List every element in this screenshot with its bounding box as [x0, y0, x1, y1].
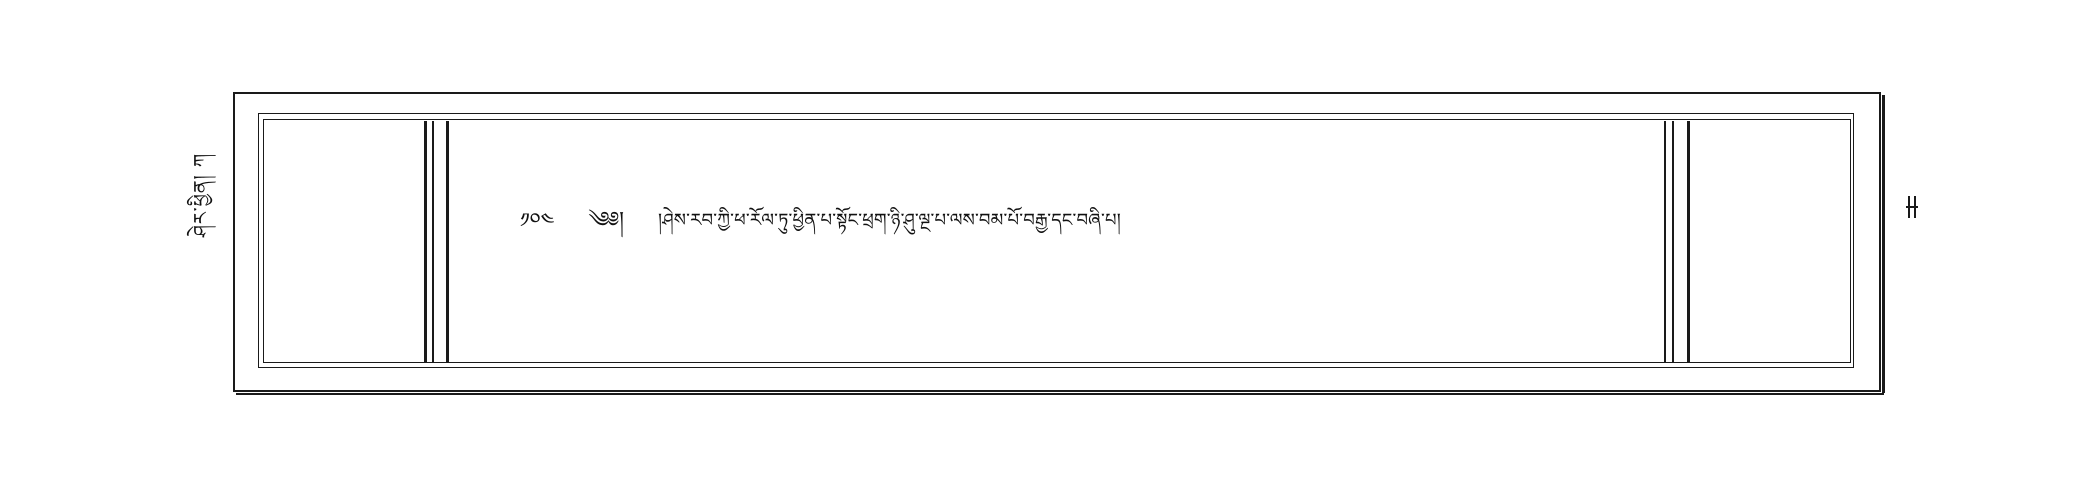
folio-number: ༡༠༤	[520, 208, 555, 232]
margin-title: ཤེར་ཕྱིན། ཀ	[186, 120, 226, 270]
manuscript-text-line: ༡༠༤ ༄༅། །ཤེས་རབ་ཀྱི་ཕ་རོལ་ཏུ་ཕྱིན་པ་སྟོང…	[520, 206, 1620, 246]
outer-border	[233, 92, 1881, 392]
right-margin-mark-icon	[1906, 196, 1920, 218]
outer-border-right-shadow	[1882, 95, 1885, 393]
invocation-mark: ༄༅།	[588, 208, 625, 233]
right-column-rule-3	[1687, 121, 1690, 363]
right-column-rule	[1664, 121, 1666, 363]
inner-border-double	[263, 119, 1851, 363]
left-column-rule-2	[432, 121, 434, 363]
inner-border	[258, 113, 1854, 368]
margin-title-text: ཤེར་ཕྱིན། ཀ	[190, 152, 212, 238]
left-column-rule-3	[446, 121, 449, 363]
left-column-rule	[424, 121, 427, 363]
outer-border-bottom-shadow	[236, 393, 1884, 395]
right-column-rule-2	[1672, 121, 1674, 363]
body-text: །ཤེས་རབ་ཀྱི་ཕ་རོལ་ཏུ་ཕྱིན་པ་སྟོང་ཕྲག་ཉི་…	[658, 210, 1121, 231]
